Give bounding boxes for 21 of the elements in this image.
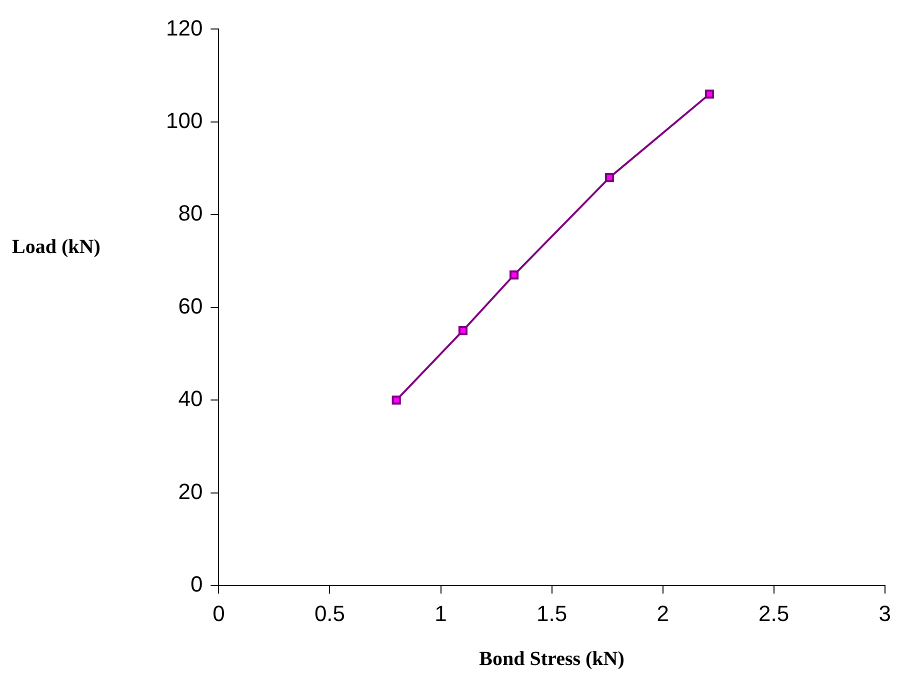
x-tick-label: 1.5 bbox=[536, 600, 568, 626]
x-tick-label: 2 bbox=[656, 600, 669, 626]
y-tick-label: 100 bbox=[166, 108, 203, 133]
x-tick-label: 0.5 bbox=[314, 600, 346, 626]
y-tick-label: 120 bbox=[166, 15, 203, 40]
point bbox=[510, 270, 519, 280]
y-tick-label: 60 bbox=[178, 293, 203, 318]
y-tick-label: 20 bbox=[178, 478, 203, 504]
point bbox=[604, 173, 614, 182]
y-axis-title: Load (kN) bbox=[12, 236, 100, 259]
y-tick-label: 80 bbox=[178, 200, 203, 226]
point bbox=[704, 90, 714, 99]
y-tick-label: 0 bbox=[190, 572, 203, 597]
point bbox=[458, 326, 468, 336]
point bbox=[392, 396, 401, 405]
x-axis-title: Bond Stress (kN) bbox=[479, 648, 624, 670]
x-tick-label: 0 bbox=[212, 600, 225, 626]
y-tick-label: 40 bbox=[178, 386, 203, 412]
x-tick-label: 3 bbox=[878, 600, 892, 626]
x-tick-label: 1 bbox=[434, 600, 447, 626]
x-tick-label: 2.5 bbox=[758, 600, 790, 626]
